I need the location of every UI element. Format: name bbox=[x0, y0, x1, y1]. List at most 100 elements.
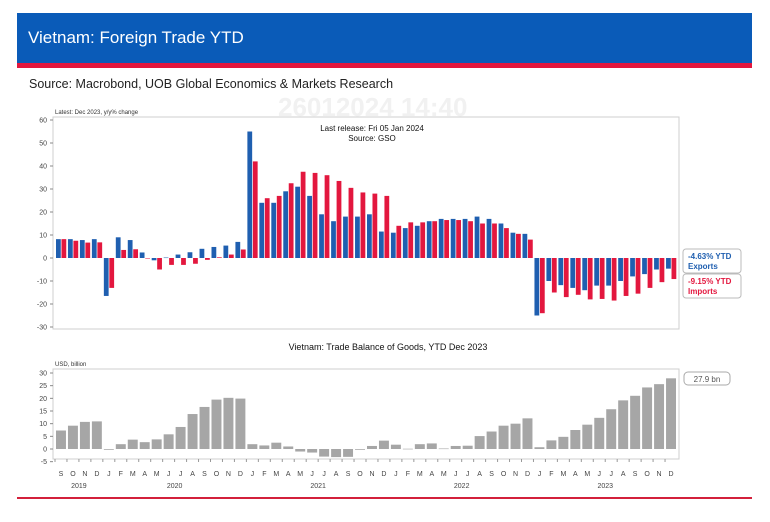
import-bar bbox=[456, 220, 461, 258]
import-bar bbox=[384, 195, 390, 258]
trade-balance-bar bbox=[355, 449, 365, 450]
x-year-label: 2023 bbox=[597, 483, 613, 490]
import-bar bbox=[647, 258, 653, 288]
export-bar bbox=[223, 245, 229, 258]
x-month-label: J bbox=[609, 471, 613, 478]
export-bar bbox=[271, 202, 277, 258]
x-month-label: M bbox=[417, 471, 423, 478]
export-bar bbox=[151, 258, 157, 261]
export-bar bbox=[378, 231, 384, 258]
trade-balance-bar bbox=[307, 449, 318, 453]
import-bar bbox=[276, 195, 282, 258]
trade-balance-bar bbox=[438, 448, 449, 450]
x-month-label: F bbox=[119, 471, 123, 478]
import-bar bbox=[671, 258, 677, 280]
page-title: Vietnam: Foreign Trade YTD bbox=[28, 28, 244, 47]
export-bar bbox=[666, 258, 671, 269]
export-bar bbox=[79, 240, 85, 258]
trade-balance-bar bbox=[151, 439, 162, 449]
bottom-ytick-label: 15 bbox=[39, 409, 47, 416]
import-bar bbox=[181, 258, 186, 265]
import-bar bbox=[216, 257, 222, 258]
export-bar bbox=[319, 214, 324, 258]
x-month-label: J bbox=[167, 471, 171, 478]
import-bar bbox=[587, 258, 593, 300]
trade-balance-bar bbox=[546, 440, 557, 449]
import-bar bbox=[492, 223, 497, 258]
x-month-label: J bbox=[251, 471, 255, 478]
export-bar bbox=[654, 258, 659, 270]
x-month-label: A bbox=[429, 471, 434, 478]
trade-balance-bar bbox=[211, 399, 222, 449]
x-month-label: O bbox=[501, 471, 507, 478]
trade-balance-bar bbox=[235, 398, 246, 449]
top-ytick-label: 30 bbox=[39, 187, 47, 194]
export-bar bbox=[606, 258, 612, 286]
export-bar bbox=[235, 241, 241, 258]
trade-balance-bar bbox=[630, 395, 641, 449]
import-bar bbox=[599, 258, 605, 299]
export-bar bbox=[498, 223, 504, 258]
export-bar bbox=[91, 239, 97, 258]
bottom-ytick-label: 20 bbox=[39, 396, 47, 403]
trade-balance-bar bbox=[139, 442, 150, 449]
x-month-label: J bbox=[454, 471, 458, 478]
import-bar bbox=[504, 228, 509, 258]
x-month-label: D bbox=[525, 471, 530, 478]
x-month-label: A bbox=[621, 471, 626, 478]
x-month-label: J bbox=[310, 471, 314, 478]
top-ytick-label: 10 bbox=[39, 233, 47, 240]
import-bar bbox=[61, 239, 67, 258]
x-month-label: M bbox=[154, 471, 160, 478]
trade-balance-bar bbox=[56, 430, 66, 449]
import-bar bbox=[97, 242, 103, 258]
x-month-label: N bbox=[657, 471, 662, 478]
export-bar bbox=[414, 225, 420, 258]
trade-balance-bar bbox=[331, 449, 342, 458]
top-ytick-label: 0 bbox=[43, 256, 47, 263]
export-bar bbox=[510, 232, 516, 258]
trade-balance-bar bbox=[618, 400, 629, 449]
import-bar bbox=[408, 222, 414, 258]
trade-balance-bar bbox=[642, 387, 653, 449]
export-bar bbox=[390, 232, 396, 258]
export-bar bbox=[211, 246, 217, 258]
trade-balance-bar bbox=[295, 449, 306, 452]
import-bar bbox=[228, 254, 234, 258]
export-bar bbox=[618, 258, 623, 281]
import-bar bbox=[121, 249, 127, 258]
trade-balance-bar bbox=[187, 414, 198, 449]
top-ytick-label: -30 bbox=[37, 325, 47, 332]
export-bar bbox=[163, 257, 169, 259]
export-bar bbox=[534, 258, 540, 316]
trade-balance-bar bbox=[606, 409, 617, 449]
imports-callout bbox=[682, 273, 742, 299]
export-bar bbox=[127, 240, 133, 258]
banner-accent-stripe bbox=[17, 63, 752, 68]
x-month-label: N bbox=[226, 471, 231, 478]
import-bar bbox=[468, 221, 473, 258]
x-month-label: J bbox=[466, 471, 470, 478]
trade-balance-bar bbox=[319, 449, 330, 457]
source-note: Source: Macrobond, UOB Global Economics … bbox=[29, 77, 394, 91]
x-month-label: S bbox=[633, 471, 638, 478]
release-annotation: Last release: Fri 05 Jan 2024 bbox=[320, 124, 424, 133]
x-month-label: F bbox=[406, 471, 410, 478]
import-bar bbox=[348, 187, 354, 258]
import-bar bbox=[480, 223, 485, 258]
export-bar bbox=[522, 233, 528, 258]
import-bar bbox=[611, 258, 617, 301]
import-bar bbox=[659, 258, 665, 283]
x-month-label: J bbox=[107, 471, 111, 478]
import-bar bbox=[623, 258, 629, 296]
import-bar bbox=[169, 258, 174, 265]
footer-rule bbox=[17, 497, 752, 499]
x-year-label: 2020 bbox=[167, 483, 183, 490]
export-bar bbox=[474, 216, 480, 258]
trade-balance-bar bbox=[510, 423, 521, 449]
x-month-label: A bbox=[142, 471, 147, 478]
trade-balance-bar bbox=[450, 445, 461, 449]
export-bar bbox=[355, 216, 360, 258]
trade-balance-bar bbox=[163, 434, 174, 449]
